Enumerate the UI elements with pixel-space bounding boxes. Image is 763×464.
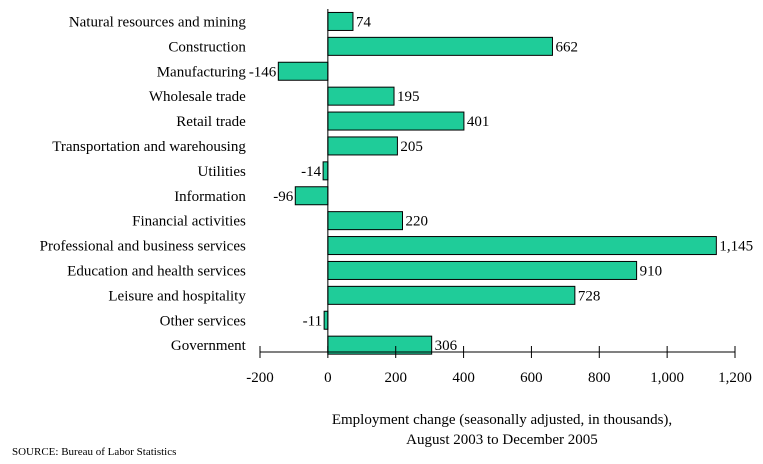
bar [294, 186, 329, 206]
value-label: -146 [249, 64, 277, 80]
value-label: 306 [435, 338, 458, 354]
category-label: Information [174, 189, 246, 205]
category-labels: Natural resources and mining Construction… [40, 14, 247, 354]
category-label: Retail trade [176, 114, 246, 130]
value-label: -14 [301, 164, 321, 180]
category-label: Professional and business services [40, 239, 246, 255]
value-label: -96 [273, 189, 293, 205]
bar [327, 111, 465, 131]
x-tick-label: 600 [520, 370, 543, 386]
category-label: Utilities [198, 164, 246, 180]
value-label: 1,145 [719, 239, 753, 255]
x-tick-label: 1,200 [718, 370, 752, 386]
category-label: Financial activities [132, 214, 246, 230]
x-tick-label: 1,000 [650, 370, 684, 386]
bar [323, 310, 329, 330]
bar [322, 161, 329, 181]
value-label: 401 [467, 114, 490, 130]
bars-group [277, 11, 717, 355]
x-tick-label: -200 [246, 370, 274, 386]
value-label: 195 [397, 89, 420, 105]
value-label: 220 [406, 214, 429, 230]
bar [327, 211, 404, 231]
value-label: 662 [555, 39, 578, 55]
value-label: 205 [400, 139, 423, 155]
bar [327, 335, 433, 355]
x-tick-label: 0 [324, 370, 332, 386]
category-label: Natural resources and mining [69, 14, 247, 30]
category-label: Construction [168, 39, 246, 55]
x-tick-label: 400 [452, 370, 475, 386]
bar [327, 285, 576, 305]
bar [327, 11, 354, 31]
bar [277, 61, 329, 81]
value-label: -11 [303, 313, 322, 329]
value-labels: 74 662 -146 195 401 205 -14 -96 220 1,145 910 728 -1… [249, 14, 753, 354]
value-label: 910 [640, 263, 663, 279]
category-label: Government [171, 338, 247, 354]
bar [327, 236, 717, 256]
category-label: Transportation and warehousing [52, 139, 246, 155]
value-label: 728 [578, 288, 601, 304]
x-axis: -200 0 200 400 600 800 1,000 1,200 [246, 9, 752, 386]
bar [327, 136, 398, 156]
bar [327, 36, 553, 56]
x-axis-label-line-1: Employment change (seasonally adjusted, … [332, 412, 672, 428]
bar [327, 260, 638, 280]
category-label: Leisure and hospitality [108, 288, 246, 304]
category-label: Wholesale trade [149, 89, 246, 105]
category-label: Education and health services [67, 263, 246, 279]
x-tick-label: 800 [588, 370, 611, 386]
x-axis-label-line-2: August 2003 to December 2005 [406, 432, 598, 448]
value-label: 74 [356, 14, 372, 30]
category-label: Manufacturing [157, 64, 247, 80]
category-label: Other services [160, 313, 246, 329]
bar [327, 86, 395, 106]
source-note: SOURCE: Bureau of Labor Statistics [12, 446, 177, 458]
x-tick-label: 200 [384, 370, 407, 386]
